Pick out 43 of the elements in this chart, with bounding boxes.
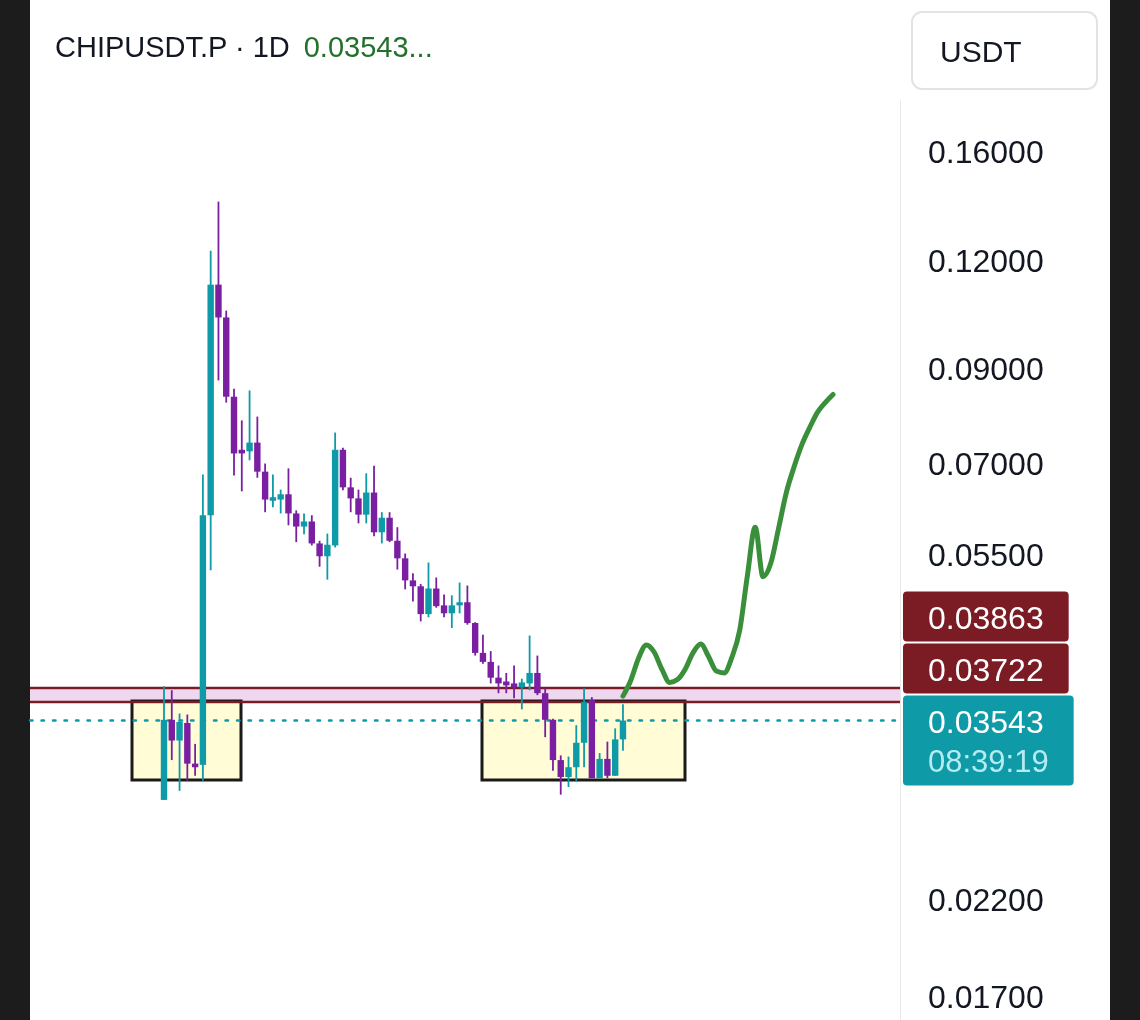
- y-tick-label: 0.05500: [928, 536, 1044, 573]
- candlestick: [456, 581, 463, 615]
- ref-line-label: 0.03722: [928, 651, 1044, 688]
- candlestick: [534, 654, 541, 697]
- candlestick: [378, 511, 386, 545]
- candlestick: [440, 593, 448, 619]
- candlestick: [386, 511, 393, 543]
- y-axis-title: USDT: [940, 34, 1022, 68]
- chart-subtitle: 0.03543...: [303, 31, 433, 63]
- candlestick: [557, 754, 564, 796]
- candlestick: [168, 689, 175, 761]
- y-tick-label: 0.09000: [928, 351, 1044, 388]
- y-tick-label: 0.07000: [928, 445, 1044, 482]
- candlestick: [565, 755, 572, 788]
- candlestick: [355, 488, 362, 525]
- candlestick: [401, 552, 409, 591]
- candlestick: [324, 532, 331, 581]
- candlestick: [308, 514, 315, 547]
- ref-line-label: 0.03863: [928, 599, 1044, 636]
- candlestick: [300, 512, 308, 536]
- candlestick: [487, 650, 494, 685]
- y-tick-label: 0.02200: [928, 881, 1044, 918]
- text: 08:39:19: [928, 744, 1049, 780]
- candlestick: [464, 584, 471, 626]
- y-tick-label: 0.01700: [928, 978, 1044, 1015]
- chart-title: CHIPUSDT.P · 1D: [55, 31, 290, 63]
- candlestick: [448, 594, 456, 629]
- candlestick: [246, 389, 253, 462]
- candlestick: [363, 472, 370, 525]
- candlestick: [596, 752, 603, 780]
- candlestick: [510, 664, 518, 700]
- ref-line-label: 0.03543: [928, 703, 1044, 740]
- candlestick: [409, 572, 417, 603]
- candlestick: [316, 539, 323, 568]
- candlestick: [433, 576, 440, 609]
- candlestick: [394, 526, 401, 571]
- candlestick: [479, 633, 487, 665]
- candlestick: [293, 509, 300, 543]
- candlestick: [285, 467, 292, 527]
- y-tick-label: 0.12000: [928, 242, 1044, 279]
- candlestick: [347, 476, 354, 514]
- candlestick: [604, 740, 611, 780]
- y-tick-label: 0.16000: [928, 134, 1044, 171]
